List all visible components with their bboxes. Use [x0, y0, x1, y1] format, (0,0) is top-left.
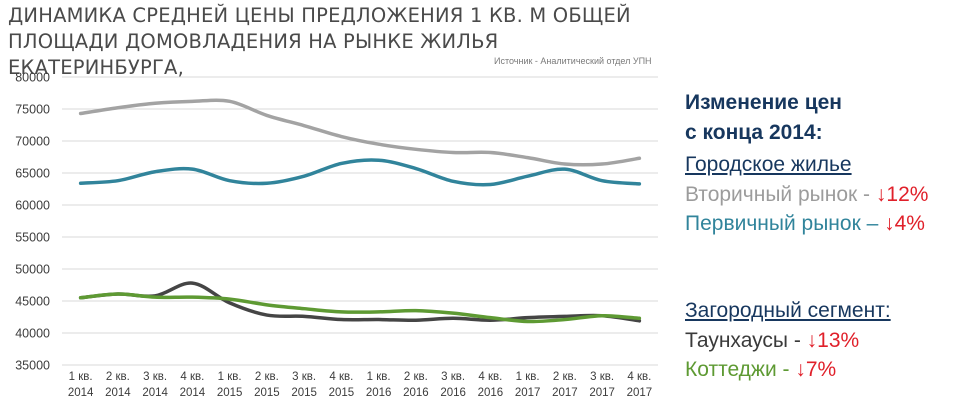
primary-market-label: Первичный рынок – — [685, 212, 885, 235]
x-tick-label-quarter: 1 кв. — [367, 371, 391, 383]
y-tick-label: 50000 — [15, 263, 50, 277]
x-tick-label-year: 2017 — [589, 387, 615, 399]
cottage-label: Коттеджи - — [685, 358, 796, 381]
chart-title-line-2: ПЛОЩАДИ ДОМОВЛАДЕНИЯ НА РЫНКЕ ЖИЛЬЯ ЕКАТ… — [8, 30, 499, 79]
gridlines — [62, 76, 658, 366]
panel-heading: Изменение цен с конца 2014: — [685, 88, 950, 148]
townhouse-row: Таунхаусы - ↓13% — [685, 326, 950, 355]
y-tick-label: 45000 — [15, 295, 50, 309]
y-tick-label: 65000 — [15, 167, 50, 181]
secondary-market-row: Вторичный рынок - ↓12% — [685, 180, 950, 209]
x-tick-label-year: 2015 — [254, 387, 280, 399]
suburban-section-title: Загородный сегмент: — [685, 299, 891, 322]
secondary-market-change: ↓12% — [875, 183, 929, 206]
x-tick-label-quarter: 2 кв. — [255, 371, 279, 383]
x-tick-label-quarter: 3 кв. — [143, 371, 167, 383]
y-tick-label: 35000 — [15, 359, 50, 373]
x-axis-ticks: 1 кв. 2014 2 кв. 2014 3 кв. 2014 4 кв. 2014 1 кв… — [68, 371, 652, 399]
y-tick-label: 55000 — [15, 231, 50, 245]
y-tick-label: 40000 — [15, 327, 50, 341]
townhouse-change: ↓13% — [806, 329, 860, 352]
series-line-cottages — [78, 292, 642, 324]
x-tick-label-quarter: 4 кв. — [627, 371, 651, 383]
x-tick-label-year: 2016 — [366, 387, 392, 399]
x-tick-label-quarter: 4 кв. — [478, 371, 502, 383]
x-tick-label-year: 2014 — [105, 387, 131, 399]
y-tick-label: 75000 — [15, 103, 50, 117]
line-chart: 35000 40000 45000 50000 55000 60000 65000 70000… — [15, 71, 658, 399]
chart-title: ДИНАМИКА СРЕДНЕЙ ЦЕНЫ ПРЕДЛОЖЕНИЯ 1 КВ. … — [8, 3, 648, 81]
y-tick-label: 70000 — [15, 135, 50, 149]
series-line-secondary-market — [78, 98, 642, 167]
secondary-market-label: Вторичный рынок - — [685, 183, 876, 206]
cottage-row: Коттеджи - ↓7% — [685, 355, 950, 384]
x-tick-label-year: 2016 — [478, 387, 504, 399]
chart-title-line-1: ДИНАМИКА СРЕДНЕЙ ЦЕНЫ ПРЕДЛОЖЕНИЯ 1 КВ. … — [8, 4, 631, 27]
x-tick-label-year: 2015 — [291, 387, 317, 399]
townhouse-label: Таунхаусы - — [685, 329, 807, 352]
x-tick-label-year: 2017 — [627, 387, 653, 399]
x-tick-label-quarter: 1 кв. — [516, 371, 540, 383]
primary-market-change: ↓4% — [884, 212, 925, 235]
price-change-panel: Изменение цен с конца 2014: Городское жи… — [685, 88, 950, 384]
x-tick-label-quarter: 3 кв. — [590, 371, 614, 383]
primary-market-row: Первичный рынок – ↓4% — [685, 209, 950, 238]
x-tick-label-quarter: 2 кв. — [404, 371, 428, 383]
source-note: Источник - Аналитический отдел УПН — [494, 56, 652, 66]
x-tick-label-year: 2014 — [142, 387, 168, 399]
series-lines — [78, 98, 642, 324]
x-tick-label-quarter: 4 кв. — [329, 371, 353, 383]
x-tick-label-year: 2016 — [403, 387, 429, 399]
x-tick-label-year: 2016 — [440, 387, 466, 399]
x-tick-label-quarter: 4 кв. — [180, 371, 204, 383]
x-tick-label-quarter: 1 кв. — [218, 371, 242, 383]
x-tick-label-year: 2014 — [180, 387, 206, 399]
series-line-townhouses — [78, 281, 642, 323]
panel-heading-line-1: Изменение цен — [685, 91, 842, 114]
panel-heading-line-2: с конца 2014: — [685, 121, 823, 144]
x-tick-label-quarter: 3 кв. — [441, 371, 465, 383]
cottage-change: ↓7% — [795, 358, 837, 381]
y-tick-label: 60000 — [15, 199, 50, 213]
x-tick-label-quarter: 3 кв. — [292, 371, 316, 383]
y-tick-label: 80000 — [15, 71, 50, 85]
x-tick-label-quarter: 2 кв. — [553, 371, 577, 383]
x-tick-label-quarter: 1 кв. — [69, 371, 93, 383]
x-tick-label-year: 2017 — [552, 387, 578, 399]
x-tick-label-year: 2017 — [515, 387, 541, 399]
x-tick-label-year: 2015 — [329, 387, 355, 399]
x-tick-label-year: 2015 — [217, 387, 243, 399]
urban-section-title: Городское жилье — [685, 153, 852, 176]
x-tick-label-quarter: 2 кв. — [106, 371, 130, 383]
x-tick-label-year: 2014 — [68, 387, 94, 399]
series-line-primary-market — [78, 158, 642, 187]
y-axis-ticks: 35000 40000 45000 50000 55000 60000 65000 70000… — [15, 71, 50, 373]
